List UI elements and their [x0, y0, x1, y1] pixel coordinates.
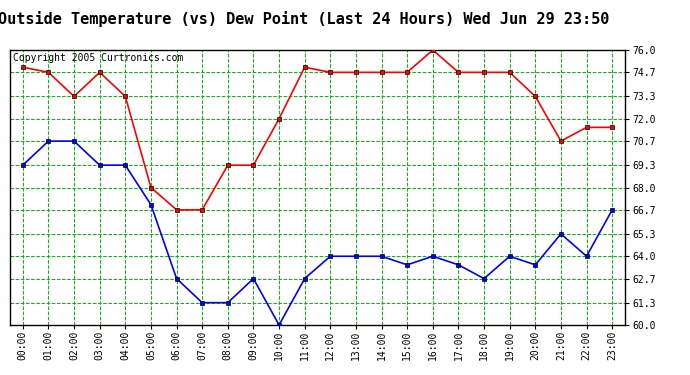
Text: Outside Temperature (vs) Dew Point (Last 24 Hours) Wed Jun 29 23:50: Outside Temperature (vs) Dew Point (Last…: [0, 11, 609, 27]
Text: Copyright 2005 Curtronics.com: Copyright 2005 Curtronics.com: [13, 53, 184, 63]
